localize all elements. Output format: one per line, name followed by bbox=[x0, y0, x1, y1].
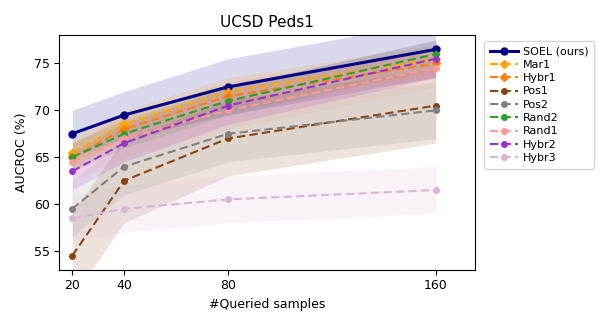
Line: Mar1: Mar1 bbox=[70, 56, 439, 155]
Mar1 bbox=[121, 123, 128, 126]
Hybr1 bbox=[121, 127, 128, 131]
Pos2 bbox=[432, 108, 439, 112]
Rand1 bbox=[432, 66, 439, 70]
Mar1 bbox=[68, 151, 76, 155]
Line: Rand1: Rand1 bbox=[70, 66, 439, 165]
Pos2 bbox=[68, 207, 76, 211]
Line: Pos1: Pos1 bbox=[70, 103, 439, 259]
SOEL (ours) bbox=[432, 48, 439, 52]
Pos1 bbox=[432, 104, 439, 108]
Rand2 bbox=[68, 155, 76, 159]
Pos1 bbox=[68, 254, 76, 258]
SOEL (ours) bbox=[121, 113, 128, 117]
Hybr1 bbox=[224, 94, 232, 98]
Rand2 bbox=[121, 132, 128, 136]
Hybr1 bbox=[432, 62, 439, 66]
SOEL (ours) bbox=[224, 85, 232, 89]
Pos2 bbox=[224, 132, 232, 136]
Hybr2 bbox=[121, 141, 128, 145]
Title: UCSD Peds1: UCSD Peds1 bbox=[220, 15, 314, 30]
Mar1 bbox=[224, 90, 232, 94]
Hybr3 bbox=[224, 198, 232, 201]
Line: Rand2: Rand2 bbox=[70, 51, 439, 160]
Legend: SOEL (ours), Mar1, Hybr1, Pos1, Pos2, Rand2, Rand1, Hybr2, Hybr3: SOEL (ours), Mar1, Hybr1, Pos1, Pos2, Ra… bbox=[484, 41, 594, 169]
Rand2 bbox=[224, 99, 232, 103]
Hybr2 bbox=[68, 169, 76, 173]
Rand1 bbox=[121, 137, 128, 141]
Hybr3 bbox=[68, 216, 76, 220]
Hybr2 bbox=[224, 104, 232, 108]
Line: Hybr2: Hybr2 bbox=[70, 56, 439, 174]
Line: Pos2: Pos2 bbox=[70, 108, 439, 212]
Hybr1 bbox=[68, 155, 76, 159]
Pos1 bbox=[121, 179, 128, 183]
Rand1 bbox=[224, 108, 232, 112]
Pos2 bbox=[121, 165, 128, 169]
Line: SOEL (ours): SOEL (ours) bbox=[69, 46, 439, 137]
Hybr2 bbox=[432, 57, 439, 61]
Rand1 bbox=[68, 160, 76, 164]
Hybr3 bbox=[432, 188, 439, 192]
SOEL (ours) bbox=[68, 132, 76, 136]
Y-axis label: AUCROC (%): AUCROC (%) bbox=[15, 113, 28, 192]
Line: Hybr3: Hybr3 bbox=[70, 187, 439, 221]
Rand2 bbox=[432, 52, 439, 56]
Line: Hybr1: Hybr1 bbox=[70, 61, 439, 160]
Hybr3 bbox=[121, 207, 128, 211]
X-axis label: #Queried samples: #Queried samples bbox=[209, 298, 325, 311]
Pos1 bbox=[224, 137, 232, 141]
Mar1 bbox=[432, 57, 439, 61]
